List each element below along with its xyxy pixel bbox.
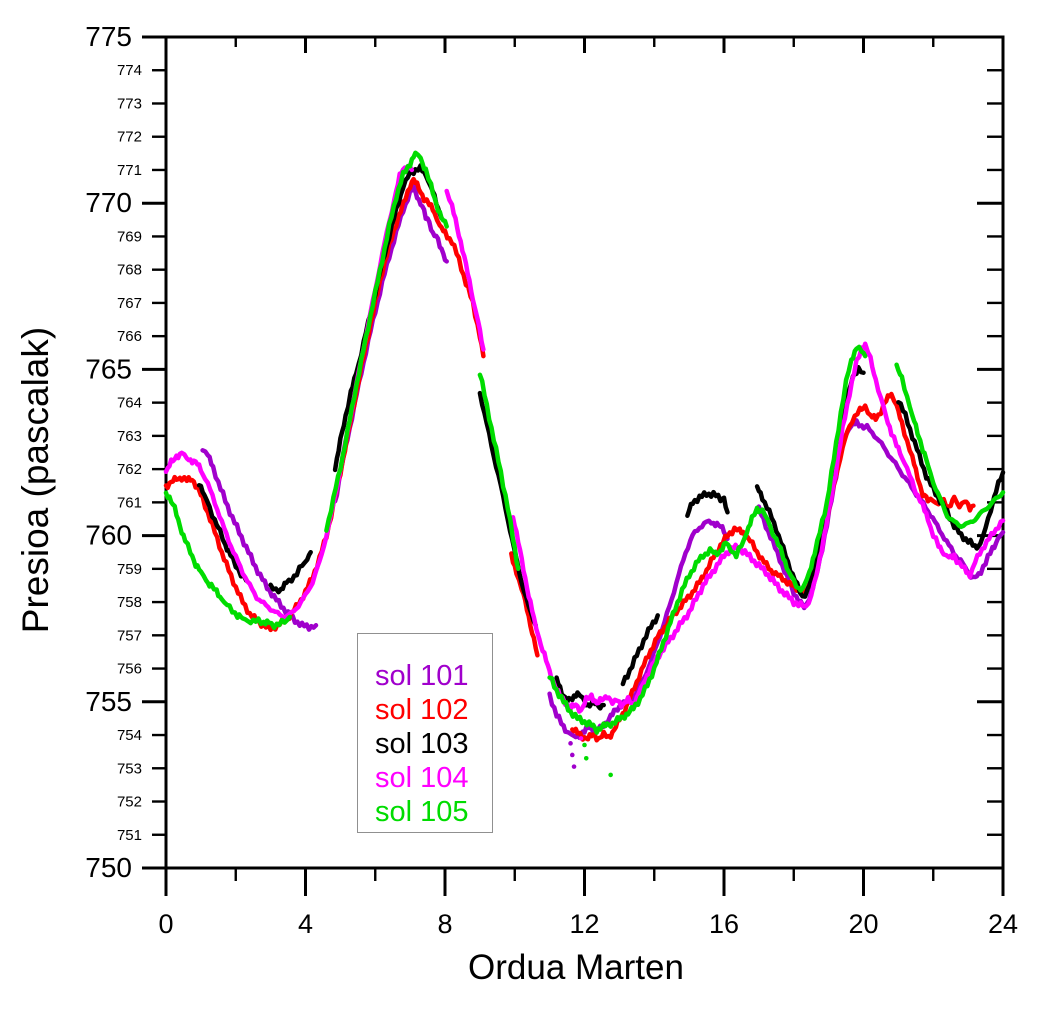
y-tick-label-minor: 759 (117, 561, 142, 578)
legend-label-sol-105: sol 105 (375, 796, 469, 828)
x-tick-label: 8 (437, 909, 452, 939)
series-outlier-sol-105 (608, 772, 613, 778)
legend-label-sol-103: sol 103 (375, 728, 469, 760)
series-line-sol-105 (894, 362, 1006, 530)
y-tick-label-minor: 752 (117, 794, 142, 811)
legend-label-sol-101: sol 101 (375, 660, 469, 692)
series-line-sol-105 (324, 150, 449, 533)
y-tick-label-minor: 758 (117, 594, 142, 611)
x-axis-title: Ordua Marten (468, 948, 684, 987)
series-line-sol-103 (268, 549, 313, 595)
y-tick-label-major: 765 (85, 353, 132, 384)
x-tick-label: 4 (298, 909, 313, 939)
legend-entry-sol-105: sol 105 (375, 795, 492, 829)
series-outlier-sol-101 (568, 741, 573, 746)
series-line-sol-105 (547, 344, 868, 735)
y-tick-label-minor: 767 (117, 295, 142, 312)
legend-entry-sol-103: sol 103 (375, 727, 492, 761)
series-line-sol-103 (477, 390, 538, 628)
y-tick-label-minor: 754 (117, 727, 142, 744)
legend-entry-sol-101: sol 101 (375, 659, 492, 693)
series-line-sol-104 (510, 341, 1006, 714)
y-tick-label-minor: 774 (117, 62, 142, 79)
series-line-sol-104 (444, 188, 486, 352)
x-tick-label: 12 (569, 909, 599, 939)
y-tick-label-minor: 772 (117, 129, 142, 146)
legend-label-sol-102: sol 102 (375, 694, 469, 726)
y-tick-label-minor: 771 (117, 162, 142, 179)
series-outlier-sol-101 (571, 764, 577, 769)
series-outlier-sol-104 (578, 736, 584, 741)
legend-entry-sol-104: sol 104 (375, 761, 492, 795)
series-line-sol-101 (200, 448, 319, 632)
y-tick-label-minor: 753 (117, 760, 142, 777)
series-line-sol-103 (196, 483, 249, 583)
x-tick-label: 20 (848, 909, 878, 939)
series-line-sol-105 (477, 372, 521, 572)
y-tick-label-major: 770 (85, 187, 132, 218)
y-tick-label-minor: 761 (117, 494, 142, 511)
y-tick-label-minor: 762 (117, 461, 142, 478)
x-tick-label: 0 (158, 909, 173, 939)
y-tick-label-minor: 764 (117, 395, 142, 412)
y-tick-label-minor: 773 (117, 95, 142, 112)
y-tick-label-minor: 751 (117, 827, 142, 844)
plot-frame (164, 35, 1005, 870)
y-tick-label-major: 775 (85, 21, 132, 52)
x-tick-label: 16 (709, 909, 739, 939)
series-outlier-sol-105 (582, 742, 587, 748)
y-axis-title: Presioa (pascalak) (15, 326, 56, 634)
y-tick-label-minor: 769 (117, 228, 142, 245)
legend-entry-sol-102: sol 102 (375, 693, 492, 727)
series-line-sol-103 (685, 489, 730, 518)
y-tick-label-minor: 766 (117, 328, 142, 345)
series-line-sol-105 (163, 490, 293, 631)
legend: sol 101 sol 102 sol 103 sol 104 sol 105 (357, 633, 493, 833)
series-line-sol-103 (620, 613, 660, 687)
y-tick-label-minor: 756 (117, 661, 142, 678)
series-outlier-sol-105 (583, 756, 589, 761)
series-line-sol-102 (163, 176, 486, 633)
legend-label-sol-104: sol 104 (375, 762, 469, 794)
y-tick-label-major: 760 (85, 520, 132, 551)
series-line-sol-104 (163, 163, 415, 621)
series-outlier-sol-101 (569, 752, 575, 758)
y-tick-label-minor: 757 (117, 627, 142, 644)
y-tick-label-minor: 768 (117, 262, 142, 279)
x-tick-label: 24 (988, 909, 1018, 939)
y-tick-label-major: 755 (85, 686, 132, 717)
y-tick-label-major: 750 (85, 852, 132, 883)
y-tick-label-minor: 763 (117, 428, 142, 445)
series-line-sol-102 (570, 391, 976, 743)
